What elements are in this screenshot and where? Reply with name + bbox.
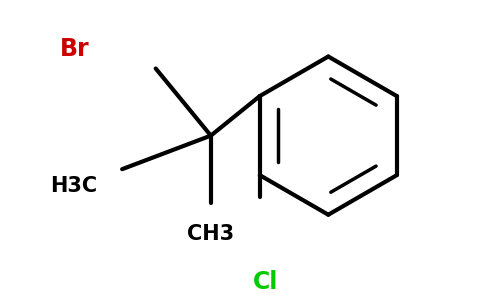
Text: Br: Br [60,37,90,61]
Text: CH3: CH3 [187,224,234,244]
Text: Cl: Cl [253,270,279,294]
Text: H3C: H3C [50,176,97,196]
